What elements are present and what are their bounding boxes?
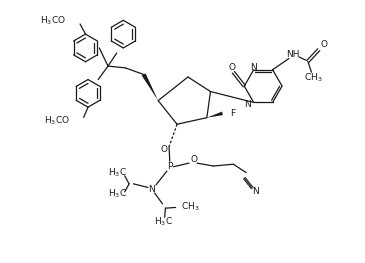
Text: O: O xyxy=(191,155,197,164)
Polygon shape xyxy=(142,73,158,101)
Text: O: O xyxy=(161,145,168,154)
Text: CH$_3$: CH$_3$ xyxy=(304,72,323,84)
Text: NH: NH xyxy=(286,50,299,59)
Text: O: O xyxy=(228,63,235,72)
Text: CH$_3$: CH$_3$ xyxy=(181,200,199,213)
Text: P: P xyxy=(167,162,173,171)
Text: N: N xyxy=(244,100,251,109)
Text: H$_3$C: H$_3$C xyxy=(108,167,127,179)
Text: N: N xyxy=(252,186,258,196)
Text: F: F xyxy=(230,109,235,118)
Text: H$_3$CO: H$_3$CO xyxy=(40,14,66,27)
Text: N: N xyxy=(148,185,155,194)
Polygon shape xyxy=(207,112,223,118)
Text: H$_3$C: H$_3$C xyxy=(108,188,127,200)
Text: H$_3$C: H$_3$C xyxy=(154,216,173,228)
Text: O: O xyxy=(321,40,328,49)
Text: N: N xyxy=(250,63,257,72)
Text: H$_3$CO: H$_3$CO xyxy=(44,115,70,127)
